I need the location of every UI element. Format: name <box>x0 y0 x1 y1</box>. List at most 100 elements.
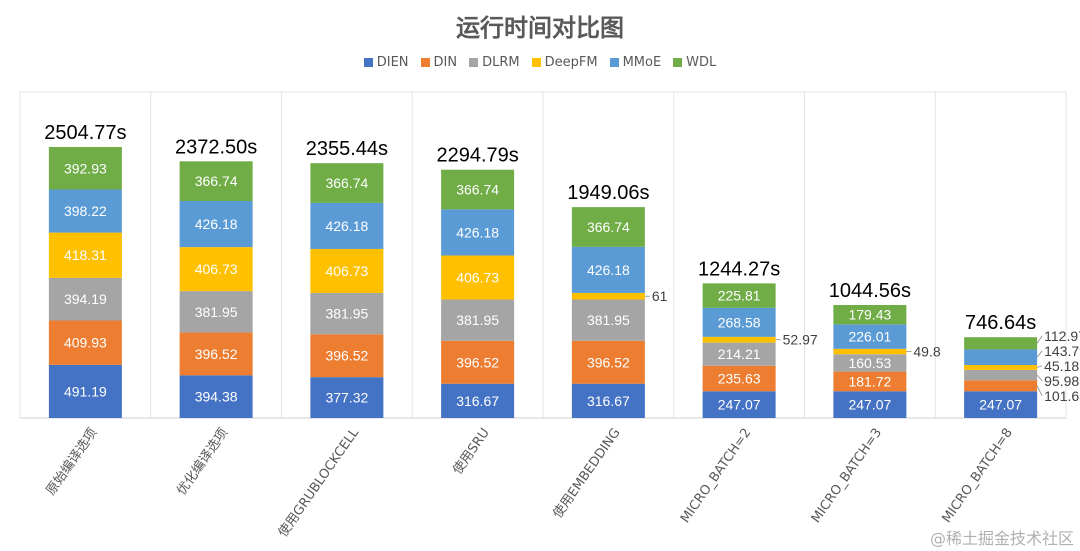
data-label: 392.93 <box>64 160 107 176</box>
total-label: 1949.06s <box>567 182 649 204</box>
legend-item-wdl: WDL <box>673 55 716 70</box>
data-label: 381.95 <box>456 312 499 328</box>
bar-segment-din <box>441 340 515 384</box>
legend-item-din: DIN <box>420 55 458 70</box>
data-label: 226.01 <box>848 329 891 345</box>
bar-segment-din <box>964 380 1038 392</box>
data-label: 366.74 <box>456 182 499 198</box>
data-label: 225.81 <box>718 288 761 304</box>
data-label: 396.52 <box>456 354 499 370</box>
bar-segment-wdl <box>571 207 645 247</box>
bar-segment-wdl <box>179 161 253 201</box>
bar-segment-deepfm <box>179 247 253 292</box>
data-label: 381.95 <box>195 304 238 320</box>
bar-segment-din <box>179 332 253 376</box>
data-label: 398.22 <box>64 203 107 219</box>
data-label: 95.98 <box>1044 373 1079 389</box>
bar-segment-mmoe <box>48 189 122 233</box>
data-label: 49.8 <box>913 344 940 360</box>
data-label: 235.63 <box>718 371 761 387</box>
data-label: 406.73 <box>456 270 499 286</box>
bar-segment-dien <box>833 391 907 418</box>
legend-label: MMoE <box>622 55 662 70</box>
x-tick-label: MICRO_BATCH=3 <box>809 426 885 526</box>
legend-swatch <box>531 58 541 67</box>
total-label: 2504.77s <box>44 122 126 144</box>
bar-segment-dien <box>179 375 253 418</box>
data-label: 181.72 <box>848 373 891 389</box>
legend-swatch <box>363 58 373 67</box>
bar-segment-wdl <box>833 304 907 325</box>
data-label: 406.73 <box>195 261 238 277</box>
data-label: 426.18 <box>587 262 630 278</box>
bar-segment-din <box>571 340 645 384</box>
total-label: 2372.50s <box>175 136 257 158</box>
bar-segment-mmoe <box>571 246 645 293</box>
leader-line <box>1036 365 1043 368</box>
bar-segment-dien <box>702 391 776 418</box>
data-label: 409.93 <box>64 335 107 351</box>
data-label: 426.18 <box>325 218 368 234</box>
bar-segment-dlrm <box>310 292 384 335</box>
leader-line <box>1036 350 1043 358</box>
total-label: 1044.56s <box>829 280 911 302</box>
bar-segment-dlrm <box>571 299 645 341</box>
bar-segment-dlrm <box>702 342 776 366</box>
x-tick-label: 使用EMBEDDING <box>550 425 624 521</box>
bar-segment-din <box>702 365 776 392</box>
data-label: 316.67 <box>587 393 630 409</box>
data-label: 247.07 <box>848 397 891 413</box>
data-label: 394.19 <box>64 291 107 307</box>
bar-segment-mmoe <box>833 324 907 349</box>
bar-segment-dlrm <box>964 369 1038 381</box>
x-tick-label: MICRO_BATCH=2 <box>678 426 754 526</box>
bar-segment-deepfm <box>48 232 122 278</box>
legend-item-deepfm: DeepFM <box>531 55 598 70</box>
bar-segment-din <box>833 371 907 392</box>
legend-swatch <box>609 58 619 67</box>
legend-label: DeepFM <box>544 55 598 70</box>
bar-segment-mmoe <box>964 349 1038 365</box>
data-label: 316.67 <box>456 393 499 409</box>
bar-segment-wdl <box>48 147 122 190</box>
bar-segment-wdl <box>702 283 776 308</box>
leader-line <box>1036 374 1043 382</box>
chart-title: 运行时间对比图 <box>456 14 624 42</box>
legend-label: DIEN <box>376 55 409 70</box>
total-label: 2355.44s <box>306 138 388 160</box>
data-label: 366.74 <box>325 175 368 191</box>
total-label: 746.64s <box>965 312 1036 334</box>
leader-line <box>1036 335 1043 344</box>
legend-label: DLRM <box>482 55 520 70</box>
data-label: 396.52 <box>325 348 368 364</box>
data-label: 396.52 <box>195 346 238 362</box>
bar-segment-dien <box>48 364 122 418</box>
legend-item-dlrm: DLRM <box>469 55 520 70</box>
total-label: 2294.79s <box>436 145 518 167</box>
data-label: 426.18 <box>456 224 499 240</box>
total-label: 1244.27s <box>698 258 780 280</box>
bar-segment-deepfm <box>571 292 645 300</box>
bar-segment-mmoe <box>702 307 776 337</box>
data-label: 52.97 <box>783 332 818 348</box>
data-label: 394.38 <box>195 389 238 405</box>
legend-swatch <box>469 58 479 67</box>
bar-segment-dien <box>441 383 515 418</box>
bar-segment-dlrm <box>833 354 907 372</box>
data-label: 406.73 <box>325 263 368 279</box>
leader-line <box>1036 385 1043 396</box>
bar-segment-dien <box>310 377 384 418</box>
bar-segment-dlrm <box>48 277 122 321</box>
bar-segment-din <box>48 320 122 365</box>
data-label: 426.18 <box>195 216 238 232</box>
bar-segment-wdl <box>310 163 384 203</box>
bar-segment-dlrm <box>179 291 253 333</box>
data-label: 112.97 <box>1044 328 1080 344</box>
legend-swatch <box>673 58 683 67</box>
bar-segment-deepfm <box>833 348 907 355</box>
legend-label: DIN <box>433 55 458 70</box>
legend-label: WDL <box>686 55 717 70</box>
x-tick-label: MICRO_BATCH=8 <box>939 426 1015 526</box>
